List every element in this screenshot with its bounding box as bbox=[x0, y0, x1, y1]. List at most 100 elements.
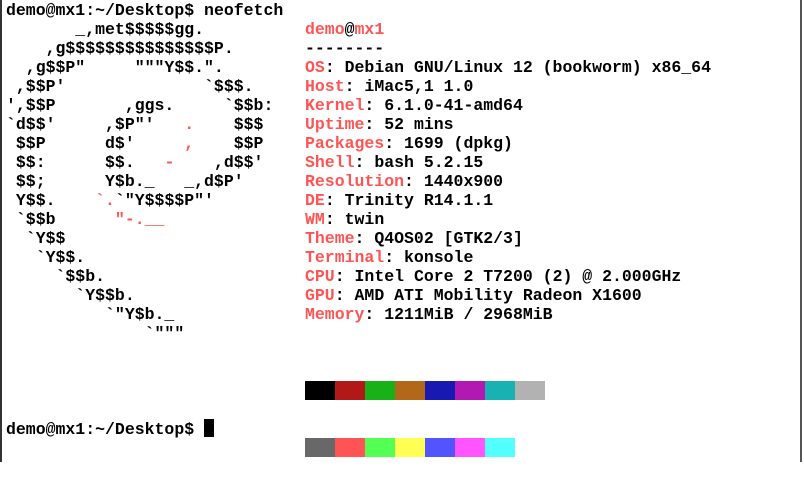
info-colon: : bbox=[354, 229, 375, 248]
logo-line: `Y$$b. bbox=[6, 286, 135, 305]
info-row-cpu: CPU: Intel Core 2 T7200 (2) @ 2.000GHz bbox=[305, 267, 681, 286]
color-block-bright-6 bbox=[485, 438, 515, 457]
info-separator: -------- bbox=[305, 39, 385, 58]
info-value: Trinity R14.1.1 bbox=[344, 191, 494, 210]
logo-segment: ,d$$' bbox=[174, 153, 264, 172]
command: neofetch bbox=[204, 1, 284, 20]
color-block-normal-6 bbox=[485, 381, 515, 400]
info-value: 1211MiB / 2968MiB bbox=[384, 305, 553, 324]
info-value: bash 5.2.15 bbox=[374, 153, 484, 172]
color-block-bright-3 bbox=[395, 438, 425, 457]
info-value: konsole bbox=[404, 248, 474, 267]
logo-swirl-segment: , bbox=[184, 134, 195, 153]
logo-segment: Y$$. bbox=[6, 191, 96, 210]
info-label: Shell bbox=[305, 153, 355, 172]
color-block-bright-1 bbox=[335, 438, 365, 457]
logo-segment: `d$$' ,$P"' bbox=[6, 115, 185, 134]
info-label: GPU bbox=[305, 286, 335, 305]
info-row-resolution: Resolution: 1440x900 bbox=[305, 172, 503, 191]
prompt: demo@mx1:~/Desktop$ bbox=[6, 1, 205, 20]
logo-line: ,$$P' `$$$. bbox=[6, 77, 254, 96]
logo-segment: `Y$$b. bbox=[6, 286, 135, 305]
info-colon: : bbox=[334, 267, 355, 286]
logo-segment: $$P bbox=[194, 134, 264, 153]
logo-segment: $$: $$. bbox=[6, 153, 165, 172]
final-prompt: demo@mx1:~/Desktop$ bbox=[6, 420, 205, 439]
info-at: @ bbox=[344, 20, 355, 39]
color-block-normal-0 bbox=[305, 381, 335, 400]
color-block-normal-2 bbox=[365, 381, 395, 400]
info-value: twin bbox=[344, 210, 385, 229]
info-colon: : bbox=[354, 153, 375, 172]
info-row-wm: WM: twin bbox=[305, 210, 384, 229]
info-colon: : bbox=[364, 305, 385, 324]
info-value: Q4OS02 [GTK2/3] bbox=[374, 229, 523, 248]
color-block-bright-5 bbox=[455, 438, 485, 457]
text-cursor bbox=[204, 419, 215, 437]
info-user: demo bbox=[305, 20, 345, 39]
info-colon: : bbox=[324, 191, 345, 210]
info-label: Host bbox=[305, 77, 345, 96]
logo-segment: ,$$P' `$$$. bbox=[6, 77, 254, 96]
info-row-de: DE: Trinity R14.1.1 bbox=[305, 191, 493, 210]
logo-segment: _,met$$$$$gg. bbox=[6, 20, 205, 39]
logo-segment: $$$ bbox=[194, 115, 264, 134]
info-value: 1699 (dpkg) bbox=[404, 134, 513, 153]
color-block-bright-2 bbox=[365, 438, 395, 457]
logo-line: ,g$$P" """Y$$.". bbox=[6, 58, 224, 77]
info-label: DE bbox=[305, 191, 325, 210]
logo-line: `d$$' ,$P"' . $$$ bbox=[6, 115, 263, 134]
info-row-uptime: Uptime: 52 mins bbox=[305, 115, 454, 134]
info-row-terminal: Terminal: konsole bbox=[305, 248, 473, 267]
color-block-normal-7 bbox=[515, 381, 545, 400]
logo-line: ',$$P ,ggs. `$$b: bbox=[6, 96, 273, 115]
info-label: OS bbox=[305, 58, 325, 77]
info-row-theme: Theme: Q4OS02 [GTK2/3] bbox=[305, 229, 523, 248]
logo-segment: `"Y$b._ bbox=[6, 305, 175, 324]
info-colon: : bbox=[324, 210, 345, 229]
info-row-kernel: Kernel: 6.1.0-41-amd64 bbox=[305, 96, 523, 115]
info-colon: : bbox=[364, 115, 385, 134]
info-value: Intel Core 2 T7200 (2) @ 2.000GHz bbox=[354, 267, 682, 286]
info-value: 6.1.0-41-amd64 bbox=[384, 96, 523, 115]
logo-segment: $$P d$' bbox=[6, 134, 185, 153]
info-row-packages: Packages: 1699 (dpkg) bbox=[305, 134, 513, 153]
logo-segment: `"Y$$$$P"' bbox=[114, 191, 214, 210]
logo-segment: `Y$$ bbox=[6, 229, 66, 248]
logo-segment: `""" bbox=[6, 324, 185, 343]
logo-swirl-segment: "-.__ bbox=[114, 210, 165, 229]
logo-segment: ',$$P ,ggs. `$$b: bbox=[6, 96, 274, 115]
logo-line: `$$b "-.__ bbox=[6, 210, 165, 229]
logo-swirl-segment: - bbox=[164, 153, 175, 172]
palette-normal-row bbox=[305, 381, 545, 400]
info-colon: : bbox=[334, 286, 355, 305]
info-label: CPU bbox=[305, 267, 335, 286]
info-label: Kernel bbox=[305, 96, 365, 115]
logo-segment: $$; Y$b._ _,d$P' bbox=[6, 172, 244, 191]
info-value: 1440x900 bbox=[423, 172, 504, 191]
info-label: Uptime bbox=[305, 115, 365, 134]
info-value: iMac5,1 1.0 bbox=[364, 77, 474, 96]
color-palette bbox=[305, 343, 545, 495]
color-block-normal-5 bbox=[455, 381, 485, 400]
info-row-host: Host: iMac5,1 1.0 bbox=[305, 77, 473, 96]
info-row-shell: Shell: bash 5.2.15 bbox=[305, 153, 483, 172]
logo-line: ,g$$$$$$$$$$$$$$$P. bbox=[6, 39, 234, 58]
command-line: demo@mx1:~/Desktop$ neofetch bbox=[6, 1, 283, 20]
info-value: 52 mins bbox=[384, 115, 454, 134]
logo-line: `$$b. bbox=[6, 267, 106, 286]
logo-line: $$P d$' , $$P bbox=[6, 134, 264, 153]
logo-segment: `$$b. bbox=[6, 267, 106, 286]
info-label: Theme bbox=[305, 229, 355, 248]
info-host: mx1 bbox=[354, 20, 385, 39]
color-block-normal-4 bbox=[425, 381, 455, 400]
final-prompt-line[interactable]: demo@mx1:~/Desktop$ bbox=[6, 419, 215, 439]
info-colon: : bbox=[324, 58, 345, 77]
info-label: Memory bbox=[305, 305, 365, 324]
logo-line: _,met$$$$$gg. bbox=[6, 20, 204, 39]
color-block-bright-0 bbox=[305, 438, 335, 457]
logo-line: $$: $$. - ,d$$' bbox=[6, 153, 264, 172]
logo-line: `"Y$b._ bbox=[6, 305, 174, 324]
terminal-window[interactable]: demo@mx1:~/Desktop$ neofetch _,met$$$$$g… bbox=[0, 0, 802, 462]
info-colon: : bbox=[344, 77, 365, 96]
